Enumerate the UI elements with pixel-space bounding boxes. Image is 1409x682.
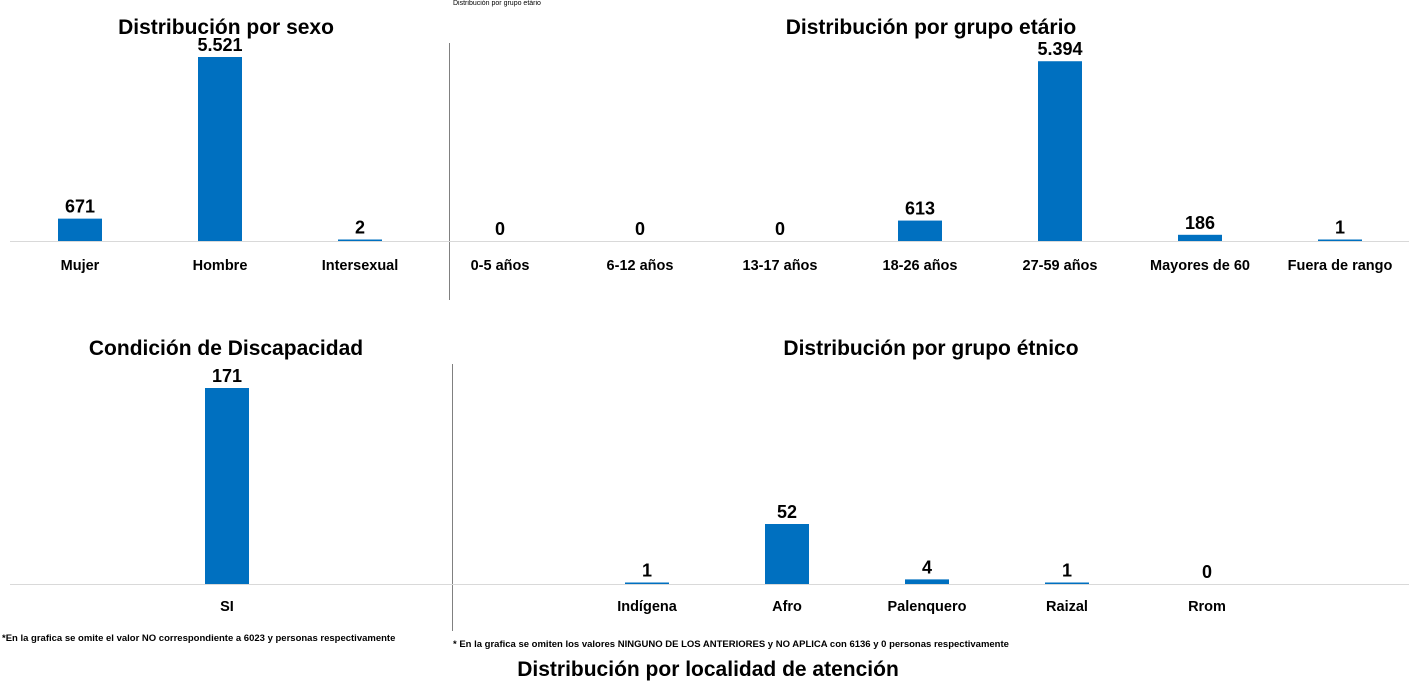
category-label-etario-3: 18-26 años xyxy=(883,258,958,274)
footnote-grupo-etnico: * En la grafica se omiten los valores NI… xyxy=(453,639,1009,650)
data-label-etnico-4: 0 xyxy=(1202,562,1212,582)
chart-title-localidad: Distribución por localidad de atención xyxy=(517,658,899,681)
bar-sexo-2 xyxy=(338,239,382,241)
divider-top xyxy=(449,43,450,300)
category-label-sexo-2: Intersexual xyxy=(322,258,399,274)
category-label-etnico-4: Rrom xyxy=(1188,599,1226,615)
data-label-sexo-2: 2 xyxy=(355,218,365,238)
category-label-disc-0: SI xyxy=(220,599,234,615)
footnote-discapacidad: *En la grafica se omite el valor NO corr… xyxy=(2,633,396,644)
bar-etario-4 xyxy=(1038,61,1082,241)
top-caption: Distribución por grupo etário xyxy=(453,0,541,7)
category-label-etnico-1: Afro xyxy=(772,599,802,615)
bar-etnico-2 xyxy=(905,579,949,584)
data-label-etario-6: 1 xyxy=(1335,218,1345,238)
bar-sexo-0 xyxy=(58,218,102,241)
bar-etario-5 xyxy=(1178,234,1222,241)
data-label-etario-0: 0 xyxy=(495,219,505,239)
category-label-sexo-1: Hombre xyxy=(193,258,248,274)
category-label-etario-1: 6-12 años xyxy=(607,258,674,274)
data-label-etnico-0: 1 xyxy=(642,561,652,581)
data-label-etnico-1: 52 xyxy=(777,502,797,522)
category-label-etario-5: Mayores de 60 xyxy=(1150,258,1250,274)
data-label-sexo-0: 671 xyxy=(65,197,95,217)
bar-etnico-0 xyxy=(625,582,669,584)
chart-title-sexo: Distribución por sexo xyxy=(118,16,334,39)
chart-title-grupo-etnico: Distribución por grupo étnico xyxy=(783,337,1079,360)
chart-title-grupo-etario: Distribución por grupo etário xyxy=(785,16,1077,39)
bar-sexo-1 xyxy=(198,57,242,241)
category-label-etario-4: 27-59 años xyxy=(1023,258,1098,274)
bar-etario-6 xyxy=(1318,239,1362,241)
divider-bottom xyxy=(452,364,453,631)
bar-disc-0 xyxy=(205,388,249,584)
bar-etnico-3 xyxy=(1045,582,1089,584)
category-label-etario-2: 13-17 años xyxy=(743,258,818,274)
category-label-etnico-0: Indígena xyxy=(617,599,678,615)
data-label-etario-2: 0 xyxy=(775,219,785,239)
bar-etario-3 xyxy=(898,220,942,241)
data-label-etnico-3: 1 xyxy=(1062,561,1072,581)
category-label-etnico-2: Palenquero xyxy=(888,599,967,615)
category-label-etario-0: 0-5 años xyxy=(471,258,530,274)
chart-title-discapacidad: Condición de Discapacidad xyxy=(88,337,364,360)
data-label-sexo-1: 5.521 xyxy=(197,35,242,55)
bar-etnico-1 xyxy=(765,524,809,584)
data-label-etario-5: 186 xyxy=(1185,213,1215,233)
data-label-etario-1: 0 xyxy=(635,219,645,239)
category-label-etario-6: Fuera de rango xyxy=(1288,258,1393,274)
data-label-etnico-2: 4 xyxy=(922,557,932,577)
category-label-sexo-0: Mujer xyxy=(61,258,100,274)
category-label-etnico-3: Raizal xyxy=(1046,599,1088,615)
data-label-etario-4: 5.394 xyxy=(1037,39,1082,59)
data-label-etario-3: 613 xyxy=(905,199,935,219)
data-label-disc-0: 171 xyxy=(212,366,242,386)
